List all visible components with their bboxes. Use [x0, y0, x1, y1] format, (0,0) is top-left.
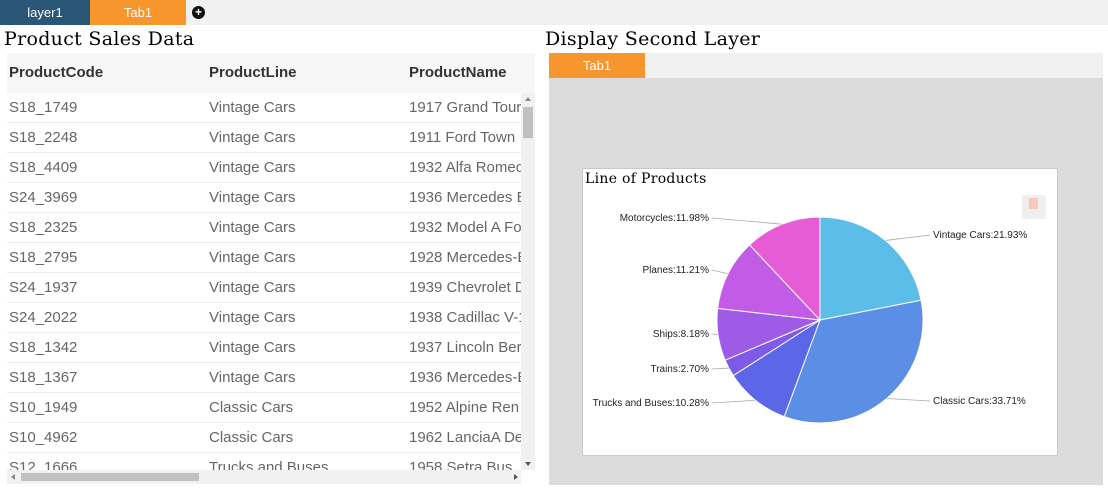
product-line-cell: Vintage Cars [209, 279, 296, 296]
product-code-cell: S18_2795 [9, 249, 78, 266]
product-code-cell: S24_2022 [9, 309, 78, 326]
top-tab-bar: layer1 Tab1 + [0, 0, 1108, 25]
product-code-cell: S18_2325 [9, 219, 78, 236]
tab-layer1[interactable]: layer1 [0, 0, 90, 25]
pie-label-line [711, 217, 783, 225]
product-code-cell: S10_1949 [9, 399, 78, 416]
product-name-cell: 1937 Lincoln Ber [409, 339, 521, 356]
product-name-cell: 1936 Mercedes-B [409, 369, 521, 386]
table-row[interactable]: S18_2325 Vintage Cars 1932 Model A Fo [7, 213, 521, 243]
chart-title: Line of Products [585, 171, 707, 187]
product-name-cell: 1938 Cadillac V-1 [409, 309, 521, 326]
pie-slice-classic-cars[interactable] [783, 299, 924, 424]
pie-label-vintage-cars: Vintage Cars:21.93% [933, 230, 1027, 241]
product-line-cell: Vintage Cars [209, 189, 296, 206]
product-code-cell: S12_1666 [9, 459, 78, 470]
second-layer-tab-bar: Tab1 [549, 53, 1103, 78]
product-code-cell: S18_1342 [9, 339, 78, 356]
product-line-cell: Vintage Cars [209, 219, 296, 236]
second-layer-panel: Tab1 Vintage Cars:21.93% Classic Cars:33.… [549, 53, 1103, 485]
column-header-productline[interactable]: ProductLine [209, 64, 297, 81]
product-line-cell: Classic Cars [209, 399, 294, 416]
product-code-cell: S18_4409 [9, 159, 78, 176]
table-body: S18_1749 Vintage Cars 1917 Grand Tour S18_2… [7, 93, 521, 470]
product-code-cell: S24_1937 [9, 279, 78, 296]
scroll-left-icon[interactable] [11, 474, 15, 480]
product-name-cell: 1928 Mercedes-B [409, 249, 521, 266]
pie-chart: Vintage Cars:21.93% Classic Cars:33.71% Tr… [593, 213, 1027, 424]
product-name-cell: 1911 Ford Town [409, 129, 516, 146]
pie-label-line [711, 367, 729, 370]
product-name-cell: 1939 Chevrolet D [409, 279, 521, 296]
product-code-cell: S24_3969 [9, 189, 78, 206]
pie-label-trains: Trains:2.70% [650, 364, 709, 375]
pie-label-line [886, 398, 931, 402]
pie-label-trucks-and-buses: Trucks and Buses:10.28% [593, 398, 709, 409]
product-line-cell: Vintage Cars [209, 99, 296, 116]
pie-label-ships: Ships:8.18% [653, 329, 709, 340]
product-name-cell: 1952 Alpine Ren [409, 399, 520, 416]
product-code-cell: S10_4962 [9, 429, 78, 446]
horizontal-scrollbar[interactable] [7, 470, 521, 484]
product-name-cell: 1917 Grand Tour [409, 99, 521, 116]
product-name-cell: 1932 Alfa Romeo [409, 159, 521, 176]
product-line-cell: Classic Cars [209, 429, 294, 446]
table-row[interactable]: S18_1367 Vintage Cars 1936 Mercedes-B [7, 363, 521, 393]
chart-thumbnail-icon [1029, 198, 1038, 209]
pie-label-planes: Planes:11.21% [642, 265, 709, 276]
pie-slice-planes[interactable] [717, 244, 822, 321]
table-row[interactable]: S24_2022 Vintage Cars 1938 Cadillac V-1 [7, 303, 521, 333]
product-code-cell: S18_2248 [9, 129, 78, 146]
product-line-cell: Vintage Cars [209, 369, 296, 386]
product-name-cell: 1958 Setra Bus [409, 459, 513, 470]
table-row[interactable]: S24_1937 Vintage Cars 1939 Chevrolet D [7, 273, 521, 303]
table-row[interactable]: S18_2795 Vintage Cars 1928 Mercedes-B [7, 243, 521, 273]
product-line-cell: Trucks and Buses [209, 459, 329, 470]
pie-label-motorcycles: Motorcycles:11.98% [620, 213, 709, 224]
pie-label-line [711, 399, 756, 404]
page-title: Product Sales Data [4, 28, 195, 50]
scroll-right-icon[interactable] [514, 474, 518, 480]
pie-label-line [711, 333, 719, 336]
product-line-cell: Vintage Cars [209, 249, 296, 266]
column-header-productname[interactable]: ProductName [409, 64, 507, 81]
pie-slice-vintage-cars[interactable] [819, 216, 922, 321]
table-header: ProductCode ProductLine ProductName [7, 53, 535, 93]
table-row[interactable]: S18_4409 Vintage Cars 1932 Alfa Romeo [7, 153, 521, 183]
horizontal-scroll-thumb[interactable] [21, 473, 199, 481]
vertical-scroll-thumb[interactable] [523, 107, 533, 138]
pie-label-line [711, 269, 729, 275]
table-row[interactable]: S10_1949 Classic Cars 1952 Alpine Ren [7, 393, 521, 423]
add-tab-icon[interactable]: + [192, 6, 205, 19]
table-row[interactable]: S18_2248 Vintage Cars 1911 Ford Town [7, 123, 521, 153]
table-row[interactable]: S12_1666 Trucks and Buses 1958 Setra Bus [7, 453, 521, 470]
second-layer-title: Display Second Layer [545, 28, 761, 50]
product-line-cell: Vintage Cars [209, 159, 296, 176]
scroll-down-icon[interactable] [525, 462, 531, 466]
scroll-up-icon[interactable] [525, 97, 531, 101]
pie-label-line [885, 234, 931, 241]
column-header-productcode[interactable]: ProductCode [9, 64, 104, 81]
pie-chart-panel: Vintage Cars:21.93% Classic Cars:33.71% Tr… [582, 168, 1058, 456]
product-code-cell: S18_1749 [9, 99, 78, 116]
product-line-cell: Vintage Cars [209, 309, 296, 326]
table-row[interactable]: S24_3969 Vintage Cars 1936 Mercedes B [7, 183, 521, 213]
product-name-cell: 1932 Model A Fo [409, 219, 521, 236]
table-row[interactable]: S18_1342 Vintage Cars 1937 Lincoln Ber [7, 333, 521, 363]
product-sales-table: ProductCode ProductLine ProductName S18_… [7, 53, 535, 485]
table-row[interactable]: S10_4962 Classic Cars 1962 LanciaA De [7, 423, 521, 453]
table-row[interactable]: S18_1749 Vintage Cars 1917 Grand Tour [7, 93, 521, 123]
product-code-cell: S18_1367 [9, 369, 78, 386]
product-line-cell: Vintage Cars [209, 129, 296, 146]
product-line-cell: Vintage Cars [209, 339, 296, 356]
product-name-cell: 1962 LanciaA De [409, 429, 521, 446]
tab-second-layer-tab1[interactable]: Tab1 [549, 53, 645, 78]
pie-label-classic-cars: Classic Cars:33.71% [933, 396, 1026, 407]
tab-tab1[interactable]: Tab1 [90, 0, 186, 25]
product-name-cell: 1936 Mercedes B [409, 189, 521, 206]
chart-export-button[interactable] [1022, 195, 1046, 219]
vertical-scrollbar[interactable] [521, 93, 535, 470]
